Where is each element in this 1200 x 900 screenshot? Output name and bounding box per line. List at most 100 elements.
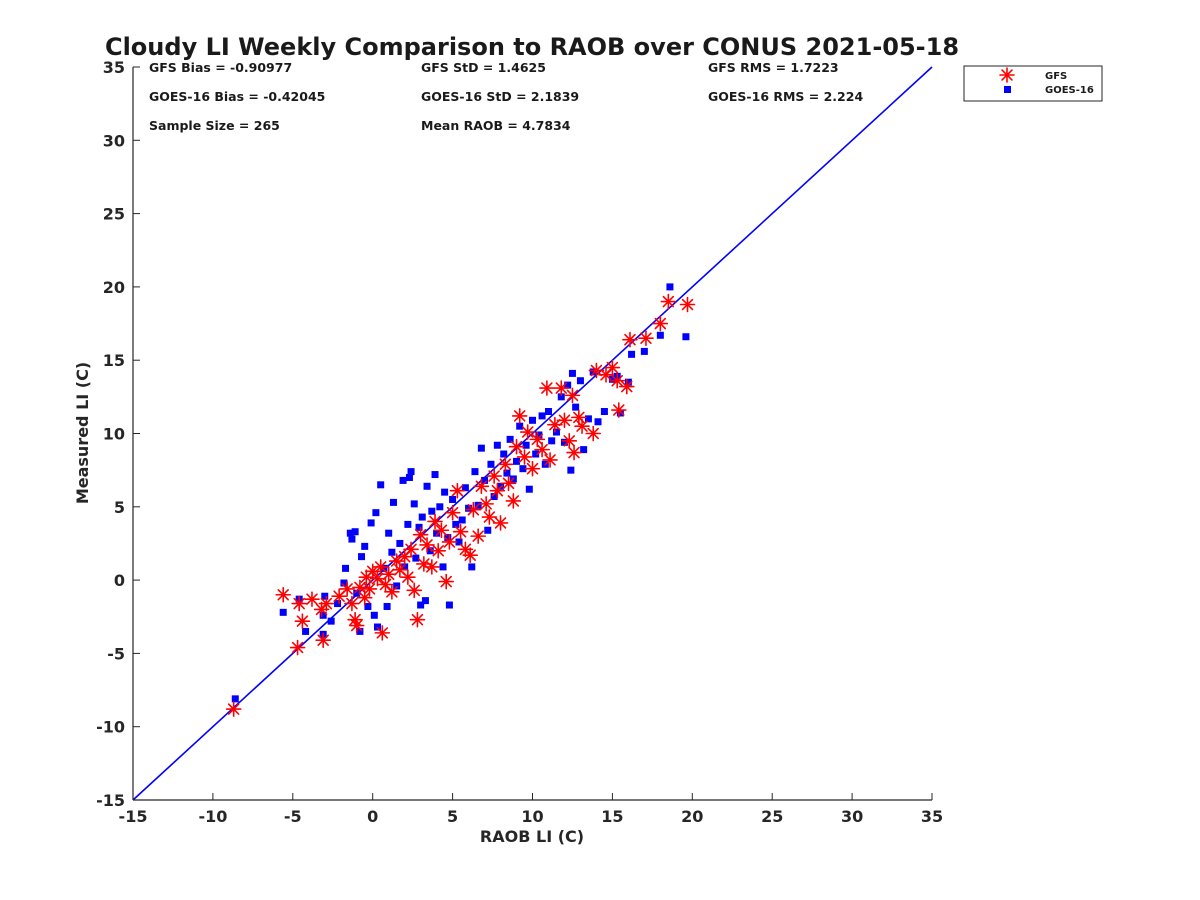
goes16-point — [468, 563, 476, 571]
gfs-point — [622, 331, 638, 348]
gfs-point — [380, 566, 397, 583]
gfs-point — [618, 378, 635, 395]
goes16-point — [385, 529, 393, 537]
gfs-point — [574, 418, 590, 434]
goes16-point — [490, 493, 498, 501]
gfs-point — [609, 372, 625, 389]
goes16-point — [519, 465, 527, 473]
goes16-point — [327, 617, 335, 625]
gfs-point — [275, 586, 292, 603]
goes16-point — [361, 542, 369, 550]
gfs-point — [604, 359, 621, 376]
goes16-point — [493, 441, 501, 449]
x-tick-label: -10 — [198, 807, 227, 826]
goes16-point — [449, 495, 457, 503]
goes16-point — [356, 627, 364, 635]
gfs-point — [419, 537, 435, 553]
gfs-point — [361, 581, 378, 597]
x-tick-label: 0 — [367, 807, 378, 826]
y-tick-label: 35 — [103, 58, 125, 77]
goes16-point — [401, 563, 409, 571]
goes16-point — [616, 409, 624, 417]
legend-goes16-marker — [1004, 86, 1011, 93]
gfs-point — [438, 573, 455, 590]
legend-goes16-label: GOES-16 — [1045, 85, 1094, 96]
goes16-point — [568, 369, 576, 377]
reference-line-group — [132, 66, 933, 801]
goes16-point — [340, 579, 348, 587]
gfs-point — [406, 582, 423, 599]
gfs-point — [374, 625, 391, 641]
goes16-point — [580, 446, 588, 454]
goes16-point — [529, 416, 536, 424]
goes16-point — [600, 408, 608, 416]
goes16-point — [410, 500, 418, 508]
gfs-point — [441, 534, 458, 550]
goes16-point — [513, 457, 521, 465]
goes16-point — [624, 378, 632, 386]
x-tick-label: 35 — [921, 807, 943, 826]
goes16-point — [404, 520, 412, 528]
goes16-point — [452, 520, 460, 528]
gfs-point — [481, 509, 498, 525]
goes16-point — [477, 444, 485, 452]
goes16-point — [436, 503, 444, 511]
goes16-point — [628, 350, 636, 358]
gfs-point — [348, 617, 365, 634]
goes16-point — [342, 564, 350, 572]
gfs-point — [424, 559, 440, 575]
goes16-point — [552, 428, 560, 436]
goes16-point — [572, 403, 580, 411]
gfs-point — [524, 460, 541, 477]
goes16-point — [319, 611, 327, 619]
goes16-point — [576, 377, 584, 385]
y-tick-label: 5 — [114, 498, 125, 517]
goes16-point — [418, 513, 426, 521]
gfs-point — [225, 701, 242, 717]
gfs-point — [304, 591, 320, 607]
goes16-point — [415, 523, 423, 531]
gfs-point — [449, 482, 466, 499]
gfs-point — [566, 444, 582, 461]
legend-gfs-asterisk — [999, 67, 1015, 83]
gfs-point — [465, 501, 482, 518]
x-tick-label: 15 — [601, 807, 623, 826]
goes16-point — [503, 469, 511, 477]
gfs-point — [519, 424, 536, 440]
gfs-point — [462, 547, 478, 563]
gfs-point — [516, 449, 533, 465]
goes16-point — [412, 554, 420, 562]
gfs-point — [489, 482, 506, 499]
legend: GFS GOES-16 — [963, 65, 1103, 102]
goes16-point — [484, 526, 492, 534]
gfs-point — [497, 456, 514, 473]
gfs-point — [369, 570, 386, 587]
legend-gfs-label: GFS — [1045, 71, 1067, 82]
goes16-point — [522, 441, 530, 449]
gfs-point — [473, 478, 490, 495]
stats-annotations: GFS Bias = -0.90977 GFS StD = 1.4625 GFS… — [149, 60, 863, 133]
goes16-point — [346, 529, 354, 537]
gfs-point — [478, 496, 494, 512]
x-tick-label: -15 — [119, 807, 148, 826]
goes16-point — [423, 482, 431, 490]
goes16-point — [608, 375, 616, 383]
y-tick-label: 20 — [103, 278, 125, 297]
goes16-point — [421, 597, 429, 605]
y-tick-label: 30 — [103, 131, 125, 150]
goes16-point — [589, 368, 597, 376]
gfs-point — [660, 293, 677, 310]
gfs-point — [539, 380, 555, 396]
goes16-point — [334, 600, 342, 608]
goes16-point — [584, 415, 592, 423]
gfs-bias-text: GFS Bias = -0.90977 — [149, 60, 292, 75]
goes16-point — [666, 283, 674, 291]
gfs-point — [547, 416, 563, 433]
gfs-point — [294, 613, 311, 629]
gfs-point — [289, 639, 306, 656]
goes16-point — [441, 488, 449, 496]
goes16-point — [372, 509, 380, 517]
goes16-series — [231, 283, 690, 703]
gfs-point — [315, 632, 331, 649]
y-tick-label: 0 — [114, 571, 125, 590]
